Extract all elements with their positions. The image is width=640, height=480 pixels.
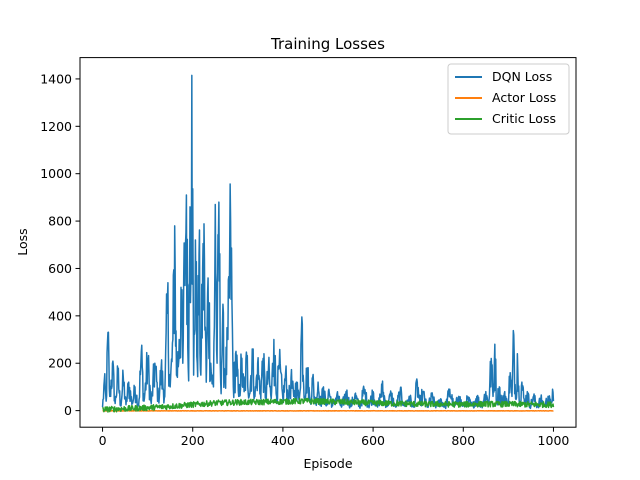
x-tick-label: 1000 xyxy=(538,433,570,448)
x-tick-label: 400 xyxy=(271,433,295,448)
y-tick-label: 200 xyxy=(48,356,72,371)
x-axis-label: Episode xyxy=(303,456,352,471)
series-line-critic-loss xyxy=(101,397,555,413)
y-tick-label: 0 xyxy=(64,403,72,418)
legend-label-dqn-loss: DQN Loss xyxy=(492,69,552,84)
x-tick-label: 0 xyxy=(99,433,107,448)
chart-title: Training Losses xyxy=(270,35,385,53)
x-tick-label: 600 xyxy=(361,433,385,448)
y-tick-label: 1400 xyxy=(40,71,72,86)
y-axis-ticks: 0 200 400 600 800 1000 1200 1400 xyxy=(40,71,80,418)
legend-label-actor-loss: Actor Loss xyxy=(492,90,556,105)
legend-box xyxy=(447,63,570,135)
y-tick-label: 1200 xyxy=(40,119,72,134)
legend-label-critic-loss: Critic Loss xyxy=(492,111,556,126)
legend: DQN Loss Actor Loss Critic Loss xyxy=(447,63,570,135)
x-tick-label: 200 xyxy=(181,433,205,448)
x-axis-ticks: 0 200 400 600 800 1000 xyxy=(99,427,570,448)
x-tick-label: 800 xyxy=(451,433,475,448)
y-tick-label: 800 xyxy=(48,214,72,229)
y-tick-label: 400 xyxy=(48,308,72,323)
plot-lines xyxy=(101,74,555,413)
y-tick-label: 600 xyxy=(48,261,72,276)
y-tick-label: 1000 xyxy=(40,166,72,181)
axes-frame xyxy=(79,57,577,428)
y-axis-label: Loss xyxy=(15,228,30,255)
